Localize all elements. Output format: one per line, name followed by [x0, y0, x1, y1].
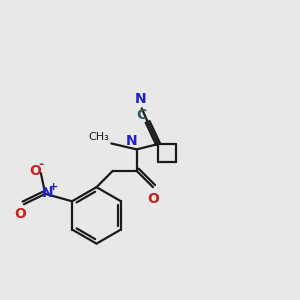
Text: N: N	[42, 186, 53, 200]
Text: CH₃: CH₃	[88, 132, 109, 142]
Text: -: -	[38, 158, 43, 171]
Text: +: +	[49, 182, 58, 192]
Text: C: C	[136, 108, 146, 122]
Text: O: O	[14, 207, 26, 220]
Text: O: O	[148, 192, 160, 206]
Text: N: N	[125, 134, 137, 148]
Text: O: O	[30, 164, 41, 178]
Text: N: N	[134, 92, 146, 106]
